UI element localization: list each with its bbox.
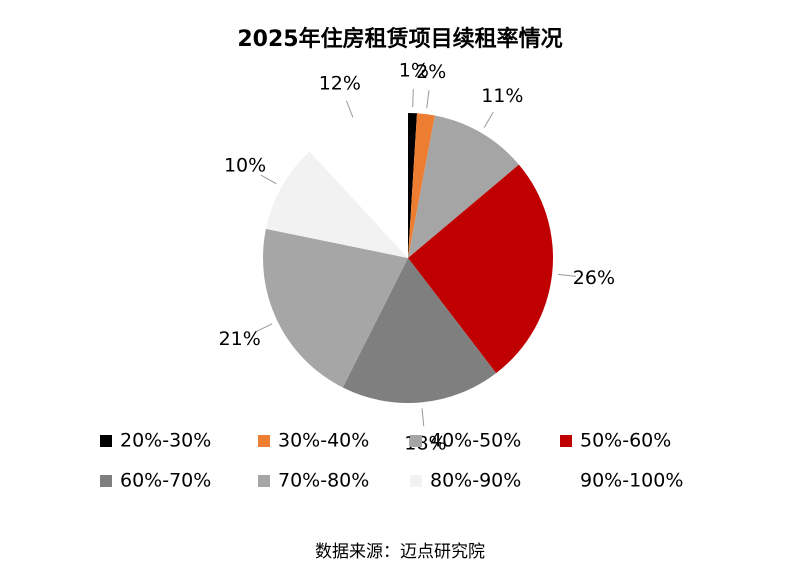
leader-line <box>255 323 273 333</box>
legend-label: 60%-70% <box>120 470 211 492</box>
leader-line <box>483 111 494 128</box>
leader-line <box>412 89 414 108</box>
pie-slice <box>408 115 519 259</box>
data-label: 2% <box>416 61 446 83</box>
legend-swatch <box>560 475 572 487</box>
data-label: 1% <box>399 60 429 82</box>
legend-label: 50%-60% <box>580 430 671 452</box>
pie-slice <box>408 113 418 258</box>
leader-line <box>558 273 577 277</box>
leader-line <box>421 408 425 427</box>
pie-slice <box>342 258 497 403</box>
pie-slice <box>408 113 435 258</box>
legend-label: 30%-40% <box>278 430 369 452</box>
legend-swatch <box>410 435 422 447</box>
legend-label: 70%-80% <box>278 470 369 492</box>
legend-swatch <box>258 475 270 487</box>
leader-line <box>345 100 354 118</box>
data-label: 11% <box>481 85 523 107</box>
chart-title: 2025年住房租赁项目续租率情况 <box>237 26 562 52</box>
data-label: 21% <box>219 328 261 350</box>
legend-label: 90%-100% <box>580 470 683 492</box>
leader-line <box>426 90 430 109</box>
legend-swatch <box>100 475 112 487</box>
source-note: 数据来源：迈点研究院 <box>315 542 485 562</box>
data-label: 10% <box>224 155 266 177</box>
legend-swatch <box>410 475 422 487</box>
legend-label: 40%-50% <box>430 430 521 452</box>
legend-swatch <box>560 435 572 447</box>
data-label: 26% <box>573 267 615 289</box>
pie-slice <box>263 228 408 388</box>
pie-slice <box>309 113 408 258</box>
legend-label: 80%-90% <box>430 470 521 492</box>
leader-line <box>260 174 277 185</box>
pie-slice <box>265 151 408 258</box>
legend-swatch <box>258 435 270 447</box>
pie-slice <box>408 164 553 374</box>
legend-label: 20%-30% <box>120 430 211 452</box>
legend-swatch <box>100 435 112 447</box>
data-label: 12% <box>319 72 361 94</box>
